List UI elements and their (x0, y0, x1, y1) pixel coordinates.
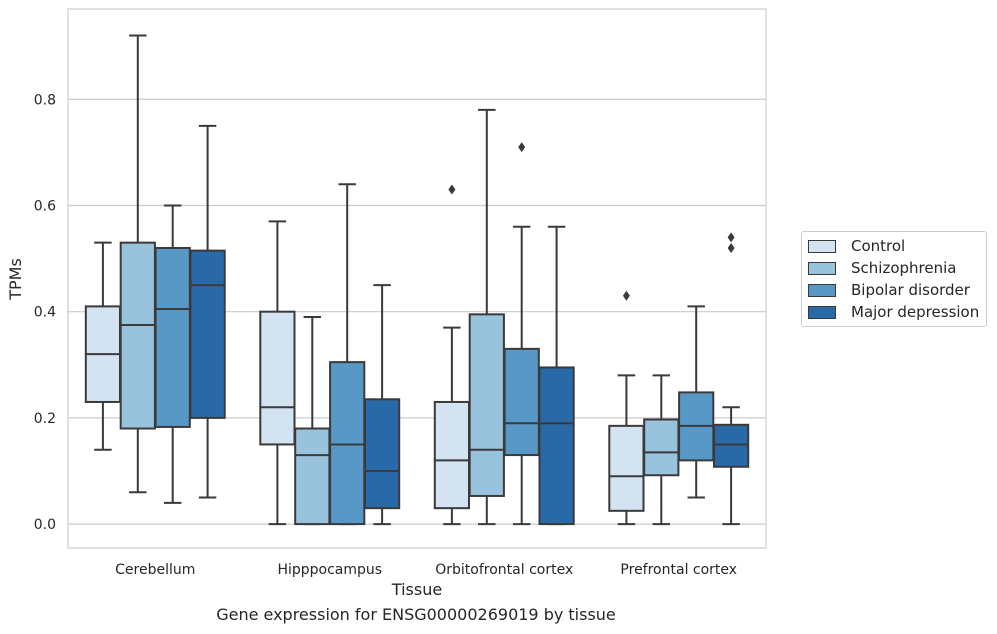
legend-swatch-control (808, 239, 836, 253)
legend-swatch-bipolar-disorder (808, 283, 836, 297)
box-control (84, 241, 122, 451)
legend-label-schizophrenia: Schizophrenia (851, 259, 957, 277)
y-axis-label: TPMs (6, 258, 25, 301)
box-bipolar-disorder (154, 204, 191, 504)
box-iqr (259, 310, 296, 446)
y-tick-labels: 0.0 0.2 0.4 0.6 0.8 (34, 92, 56, 533)
box-schizophrenia (643, 374, 680, 526)
box-major-depression (538, 225, 575, 526)
box-iqr (712, 423, 750, 468)
outlier-point (727, 242, 735, 253)
y-tick-label: 0.4 (34, 305, 56, 321)
x-tick-label: Hipppocampus (277, 562, 382, 578)
figure-caption: Gene expression for ENSG00000269019 by t… (216, 605, 616, 624)
outlier-point (727, 232, 735, 243)
box-iqr (154, 246, 191, 428)
x-tick-label: Cerebellum (115, 562, 195, 578)
y-tick-label: 0.6 (34, 198, 56, 214)
x-tick-label: Orbitofrontal cortex (435, 562, 573, 578)
box-bipolar-disorder (678, 305, 715, 499)
box-iqr (503, 347, 540, 457)
legend: Control Schizophrenia Bipolar disorder M… (801, 231, 987, 327)
box-control (433, 184, 471, 526)
outlier-point (622, 290, 630, 301)
box-major-depression (712, 232, 750, 526)
box-iqr (189, 249, 226, 419)
legend-item-schizophrenia: Schizophrenia (808, 257, 956, 279)
box-iqr (119, 241, 156, 430)
box-schizophrenia (294, 316, 331, 526)
box-iqr (608, 424, 645, 512)
box-iqr (433, 400, 471, 510)
x-axis-label: Tissue (391, 580, 442, 599)
outlier-point (448, 184, 456, 195)
box-series (84, 34, 750, 526)
legend-label-bipolar-disorder: Bipolar disorder (851, 281, 970, 299)
legend-label-control: Control (851, 237, 906, 255)
box-control (259, 220, 296, 526)
legend-label-major-depression: Major depression (851, 303, 980, 321)
x-tick-labels: Cerebellum Hipppocampus Orbitofrontal cort… (115, 562, 737, 578)
box-bipolar-disorder (329, 183, 366, 526)
box-iqr (329, 361, 366, 526)
legend-item-bipolar-disorder: Bipolar disorder (808, 279, 970, 301)
y-tick-label: 0.8 (34, 92, 56, 108)
legend-item-major-depression: Major depression (808, 301, 979, 323)
box-iqr (468, 313, 505, 497)
box-major-depression (189, 124, 226, 499)
legend-item-control: Control (808, 235, 905, 257)
legend-swatch-schizophrenia (808, 261, 836, 275)
box-major-depression (363, 284, 401, 526)
legend-swatch-major-depression (808, 305, 836, 319)
x-tick-label: Prefrontal cortex (620, 562, 737, 578)
y-tick-label: 0.0 (34, 517, 56, 533)
box-bipolar-disorder (503, 142, 540, 526)
outlier-point (518, 142, 526, 153)
box-iqr (538, 366, 575, 526)
box-control (608, 290, 645, 526)
box-iqr (643, 418, 680, 477)
y-tick-label: 0.2 (34, 411, 56, 427)
box-iqr (294, 427, 331, 526)
box-schizophrenia (119, 34, 156, 494)
box-iqr (363, 398, 401, 510)
